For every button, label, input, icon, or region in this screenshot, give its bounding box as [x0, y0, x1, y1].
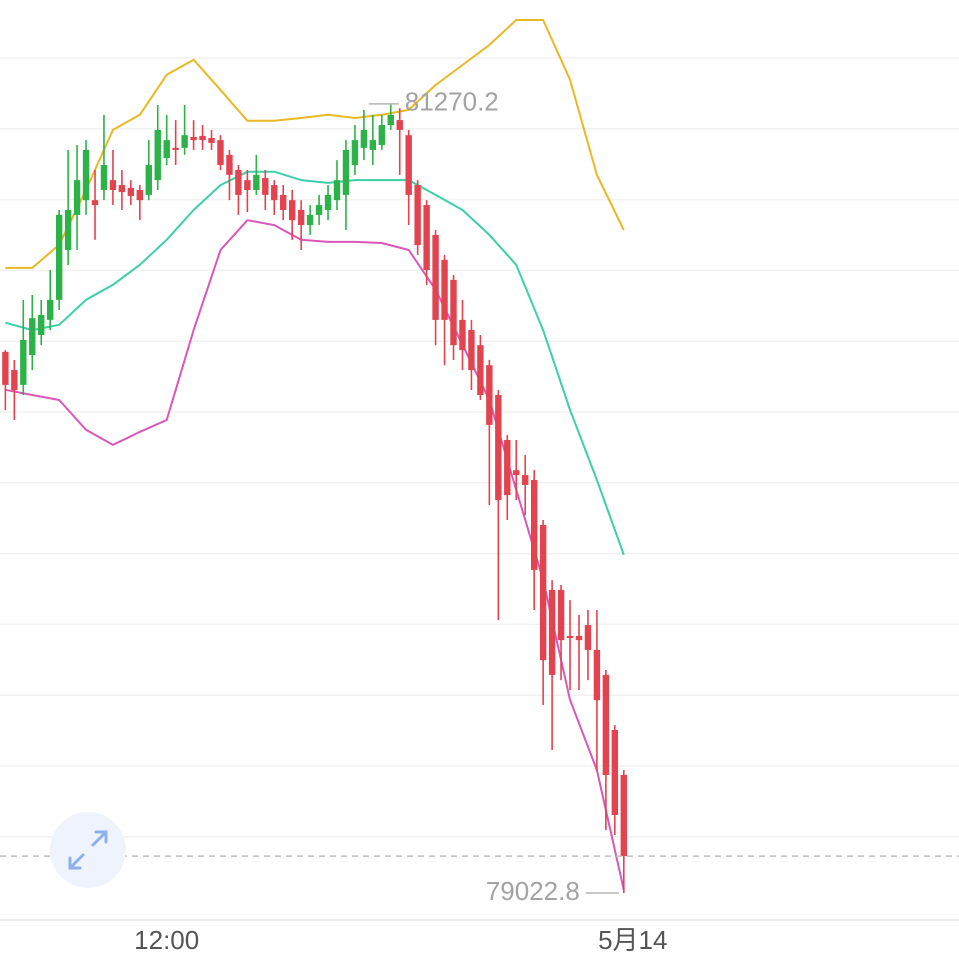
candle-body [29, 318, 36, 356]
candle-body [20, 339, 27, 385]
candle-body [602, 674, 610, 775]
candle-body [118, 185, 126, 193]
candle-body [100, 165, 108, 190]
high-label: 81270.2 [405, 87, 499, 117]
candle-body [593, 649, 601, 701]
fullscreen-icon[interactable] [68, 830, 108, 870]
candle-body [620, 774, 627, 857]
candle-body [253, 174, 260, 190]
candle-body [369, 140, 377, 150]
candle-body [441, 259, 448, 320]
candle-body [539, 524, 547, 661]
candle-body [11, 370, 18, 391]
candle-body [145, 165, 152, 195]
candle-body [64, 209, 72, 251]
candle-body [584, 625, 592, 650]
candle-body [360, 129, 368, 148]
candle-body [513, 470, 520, 476]
candle-body [530, 480, 538, 570]
candle-body [172, 147, 179, 150]
candle-body [432, 234, 439, 320]
candles [0, 103, 959, 894]
candle-body [297, 209, 305, 226]
candle-body [450, 279, 457, 346]
candle-body [136, 189, 144, 201]
candle-body [109, 180, 117, 190]
grid [0, 57, 959, 838]
fullscreen-bg[interactable] [50, 812, 126, 888]
candle-body [557, 589, 565, 641]
candle-body [315, 205, 323, 215]
candle-body [414, 185, 421, 246]
candle-body [548, 589, 556, 675]
candle-body [342, 149, 350, 195]
candle-body [324, 194, 332, 210]
candle-body [154, 129, 161, 181]
candle-body [127, 187, 135, 196]
candle-body [190, 136, 197, 141]
candle-body [522, 475, 529, 485]
candle-body [306, 214, 314, 226]
candle-body [38, 314, 45, 335]
labels: 12:00 5月14 81270.2 79022.8 [134, 87, 667, 955]
candle-body [477, 345, 484, 396]
candle-body [181, 135, 188, 148]
candle-body [262, 178, 269, 195]
candle-body [208, 138, 215, 143]
candle-body [333, 180, 341, 201]
candle-body [235, 169, 242, 195]
x-tick-label: 12:00 [134, 925, 199, 955]
candle-body [504, 439, 511, 496]
candle-body [46, 299, 54, 320]
candle-body [575, 635, 583, 641]
x-tick-label: 5月14 [598, 925, 667, 955]
candle-body [611, 730, 619, 816]
candle-body [351, 140, 359, 166]
candle-body [163, 140, 170, 159]
band-line [5, 19, 625, 269]
candle-body [486, 365, 493, 425]
candle-body [459, 319, 466, 351]
fullscreen-button[interactable] [50, 812, 126, 888]
candle-body [423, 205, 430, 271]
candle-body [2, 351, 9, 385]
candle-body [73, 180, 81, 215]
candle-body [199, 135, 206, 141]
band-line [5, 219, 625, 891]
bands [5, 19, 625, 891]
candle-body [271, 185, 278, 201]
candle-body [566, 635, 574, 639]
candle-body [378, 125, 386, 146]
candle-body [55, 214, 63, 300]
candle-body [468, 330, 475, 371]
band-line [5, 170, 625, 556]
candle-body [288, 200, 296, 221]
candle-body [91, 200, 99, 206]
candle-body [396, 120, 403, 130]
candle-body [82, 149, 90, 201]
candle-body [495, 395, 502, 501]
candle-body [217, 140, 224, 166]
candle-body [226, 154, 233, 175]
candle-body [280, 194, 287, 210]
candle-body [387, 114, 394, 126]
candle-body [244, 180, 251, 190]
low-label: 79022.8 [486, 876, 580, 906]
candle-body [405, 135, 412, 195]
